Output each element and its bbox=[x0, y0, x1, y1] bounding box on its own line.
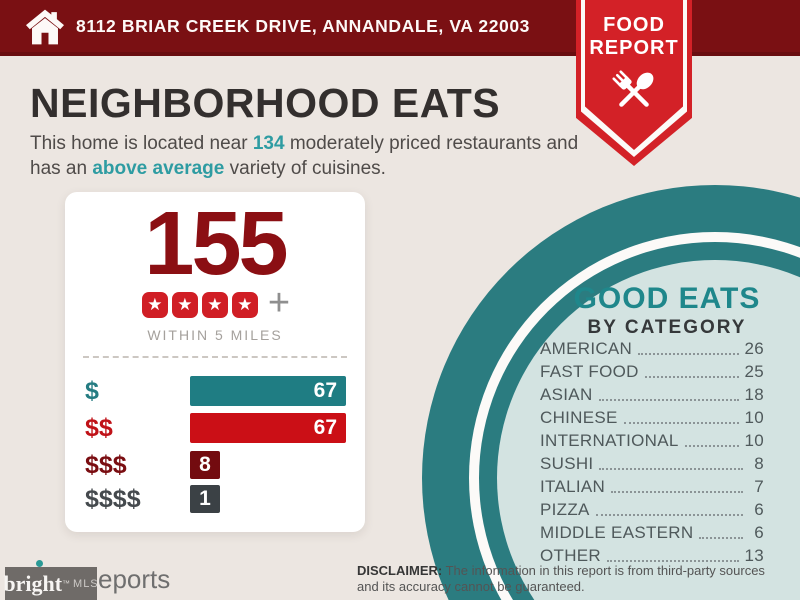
category-count: 10 bbox=[744, 431, 764, 450]
radius-caption: WITHIN 5 MILES bbox=[147, 327, 283, 343]
star-icon: ★ bbox=[201, 292, 228, 318]
price-tier-value: 8 bbox=[199, 453, 211, 476]
category-name: CHINESE bbox=[540, 408, 618, 427]
price-tier-bar: 67 bbox=[190, 413, 346, 443]
category-count: 26 bbox=[744, 339, 764, 358]
price-tier-row: $$ 67 bbox=[65, 413, 365, 443]
category-row: ITALIAN 7 bbox=[540, 478, 764, 496]
dotted-leader bbox=[684, 445, 740, 447]
logo-accent-dot bbox=[36, 560, 43, 567]
intro-pre: This home is located near bbox=[30, 133, 253, 154]
plus-sign: + bbox=[267, 282, 291, 324]
category-name: MIDDLE EASTERN bbox=[540, 523, 694, 542]
star-icon: ★ bbox=[231, 292, 258, 318]
bright-mls-logo: bright ™ MLS bbox=[3, 567, 99, 600]
disclaimer-body: The information in this report is from t… bbox=[357, 563, 765, 594]
price-tier-bar-chart: $67 $$ 67 $$$ 8 $$$$ 1 bbox=[65, 376, 365, 513]
dotted-leader bbox=[623, 422, 740, 424]
category-name: ASIAN bbox=[540, 385, 593, 404]
price-tier-bar: 1 bbox=[190, 485, 220, 513]
total-restaurant-count: 155 bbox=[144, 194, 288, 294]
good-eats-heading: GOOD EATS BY CATEGORY bbox=[552, 282, 782, 339]
price-tier-row: $67 bbox=[65, 376, 365, 406]
crossed-spoon-and-fork-icon bbox=[612, 70, 654, 107]
category-name: FAST FOOD bbox=[540, 362, 639, 381]
category-name: INTERNATIONAL bbox=[540, 431, 679, 450]
category-row: OTHER 13 bbox=[540, 547, 764, 565]
category-row: CHINESE 10 bbox=[540, 409, 764, 427]
star-icon: ★ bbox=[171, 292, 198, 318]
price-tier-bar: 67 bbox=[190, 376, 346, 406]
dotted-leader bbox=[638, 353, 740, 355]
dotted-leader bbox=[644, 376, 740, 378]
trademark-symbol: ™ bbox=[62, 579, 71, 588]
price-tier-label: $$$ bbox=[85, 450, 127, 479]
dotted-leader bbox=[607, 560, 740, 562]
intro-mid: moderately priced restaurants and has an bbox=[30, 133, 579, 179]
logo-wordmark: bright bbox=[3, 570, 63, 596]
category-name: OTHER bbox=[540, 546, 601, 565]
price-tier-label: $$ bbox=[85, 413, 113, 442]
star-icons: ★ ★ ★ ★ bbox=[140, 292, 260, 318]
category-row: PIZZA 6 bbox=[540, 501, 764, 519]
dashed-divider bbox=[83, 356, 347, 358]
intro-post: variety of cuisines. bbox=[224, 158, 386, 179]
price-tier-label: $ bbox=[85, 376, 99, 405]
category-row: FAST FOOD 25 bbox=[540, 363, 764, 381]
category-count: 10 bbox=[744, 408, 764, 427]
category-count: 7 bbox=[754, 477, 764, 496]
dotted-leader bbox=[599, 468, 743, 470]
price-tier-value: 67 bbox=[313, 416, 337, 439]
price-tier-row: $$$ 8 bbox=[65, 451, 365, 479]
badge-title: FOOD REPORT bbox=[576, 14, 692, 60]
star-icon: ★ bbox=[141, 292, 168, 318]
price-tier-value: 1 bbox=[199, 487, 211, 510]
price-tier-label: $$$$ bbox=[85, 484, 141, 513]
dotted-leader bbox=[611, 491, 743, 493]
category-name: PIZZA bbox=[540, 500, 590, 519]
good-eats-title: GOOD EATS bbox=[573, 282, 761, 315]
intro-highlight: above average bbox=[92, 158, 225, 179]
category-count: 13 bbox=[744, 546, 764, 565]
food-report-badge: FOOD REPORT bbox=[576, 0, 692, 166]
star-rating: ★ ★ ★ ★ + bbox=[65, 282, 365, 324]
category-list: AMERICAN 26 FAST FOOD 25 ASIAN 18 CHINESE 10 INT… bbox=[540, 340, 764, 570]
disclaimer-label: DISCLAIMER: bbox=[357, 563, 443, 578]
dotted-leader bbox=[595, 514, 743, 516]
category-name: AMERICAN bbox=[540, 339, 633, 358]
category-row: SUSHI 8 bbox=[540, 455, 764, 473]
intro-text: This home is located near 134 moderately… bbox=[30, 131, 582, 181]
property-address: 8112 BRIAR CREEK DRIVE, ANNANDALE, VA 22… bbox=[76, 16, 531, 36]
badge-line1: FOOD bbox=[603, 14, 665, 36]
category-row: AMERICAN 26 bbox=[540, 340, 764, 358]
price-tier-bar: 8 bbox=[190, 451, 220, 479]
home-icon bbox=[26, 9, 64, 45]
page-title: NEIGHBORHOOD EATS bbox=[30, 80, 501, 126]
category-row: INTERNATIONAL 10 bbox=[540, 432, 764, 450]
disclaimer-text: DISCLAIMER: The information in this repo… bbox=[357, 563, 789, 594]
intro-count: 134 bbox=[252, 133, 285, 154]
price-tier-value: 67 bbox=[313, 379, 337, 402]
badge-line2: REPORT bbox=[589, 37, 679, 59]
category-name: SUSHI bbox=[540, 454, 594, 473]
category-row: MIDDLE EASTERN 6 bbox=[540, 524, 764, 542]
category-count: 8 bbox=[754, 454, 764, 473]
dotted-leader bbox=[699, 537, 743, 539]
category-name: ITALIAN bbox=[540, 477, 606, 496]
category-count: 25 bbox=[744, 362, 764, 381]
category-row: ASIAN 18 bbox=[540, 386, 764, 404]
category-count: 18 bbox=[744, 385, 764, 404]
price-tier-row: $$$$ 1 bbox=[65, 485, 365, 513]
logo-mls-label: MLS bbox=[73, 577, 99, 590]
reports-partial-text: eports bbox=[98, 564, 171, 594]
good-eats-subtitle: BY CATEGORY bbox=[587, 317, 747, 338]
restaurant-summary-card: 155 ★ ★ ★ ★ + WITHIN 5 MILES $67 $$ 67 $$$ 8 $$$… bbox=[65, 192, 365, 532]
dotted-leader bbox=[598, 399, 740, 401]
category-count: 6 bbox=[754, 523, 764, 542]
category-count: 6 bbox=[754, 500, 764, 519]
